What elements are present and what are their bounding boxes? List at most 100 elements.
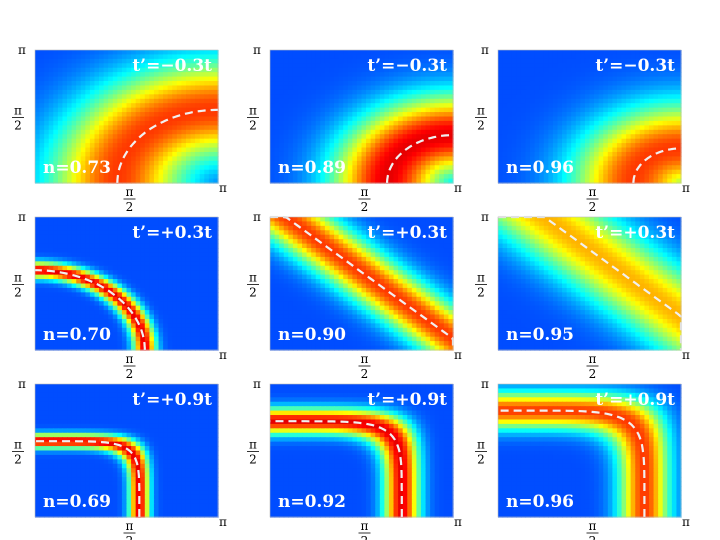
heatmap-cell [112, 107, 118, 113]
heatmap-cell [172, 270, 178, 276]
heatmap-cell [584, 143, 591, 149]
heatmap-cell [366, 138, 372, 144]
heatmap-cell [48, 72, 54, 78]
heatmap-cell [39, 239, 45, 245]
heatmap-cell [80, 67, 86, 73]
heatmap-cell [270, 76, 276, 82]
heatmap-cell [208, 169, 215, 175]
heatmap-cell [53, 341, 59, 347]
heatmap-cell [516, 178, 522, 184]
heatmap-cell [416, 98, 422, 104]
heatmap-cell [630, 169, 636, 175]
heatmap-cell [85, 143, 91, 149]
heatmap-cell [44, 287, 50, 293]
heatmap-cell [525, 147, 531, 153]
heatmap-cell [112, 125, 118, 131]
heatmap-cell [85, 54, 91, 60]
heatmap-cell [144, 63, 150, 69]
heatmap-cell [76, 72, 82, 78]
heatmap-cell [511, 120, 517, 126]
heatmap-cell [158, 89, 164, 95]
heatmap-cell [213, 147, 219, 153]
heatmap-cell [135, 336, 141, 342]
heatmap-cell [671, 143, 678, 149]
heatmap-cell [94, 116, 100, 122]
heatmap-cell [199, 252, 205, 258]
heatmap-cell [580, 107, 586, 113]
heatmap-cell [498, 72, 504, 78]
heatmap-cell [103, 305, 109, 311]
heatmap-cell [498, 58, 504, 64]
heatmap-cell [103, 279, 109, 285]
heatmap-cell [347, 85, 353, 91]
heatmap-cell [135, 174, 141, 180]
heatmap-cell [379, 98, 385, 104]
heatmap-cell [676, 76, 682, 82]
heatmap-cell [62, 332, 68, 338]
heatmap-cell [99, 243, 105, 249]
heatmap-cell [329, 230, 335, 236]
heatmap-cell [507, 147, 513, 153]
heatmap-cell [274, 147, 280, 153]
heatmap-cell [67, 160, 73, 166]
heatmap-cell [71, 169, 77, 175]
heatmap-cell [575, 178, 581, 184]
heatmap-cell [676, 116, 682, 122]
heatmap-cell [616, 129, 623, 135]
heatmap-cell [388, 151, 395, 157]
heatmap-cell [208, 239, 215, 245]
heatmap-cell [176, 160, 182, 166]
heatmap-cell [635, 125, 641, 131]
heatmap-cell [658, 134, 664, 140]
heatmap-cell [667, 178, 673, 184]
heatmap-cell [329, 165, 335, 171]
heatmap-cell [288, 151, 294, 157]
heatmap-cell [80, 50, 86, 56]
heatmap-cell [407, 85, 413, 91]
heatmap-cell [204, 265, 210, 271]
heatmap-cell [204, 323, 210, 329]
heatmap-cell [103, 89, 109, 95]
heatmap-cell [39, 147, 45, 153]
heatmap-cell [439, 165, 445, 171]
heatmap-cell [199, 256, 205, 262]
heatmap-cell [530, 67, 536, 73]
heatmap-cell [57, 243, 64, 249]
heatmap-cell [53, 345, 59, 351]
heatmap-cell [562, 67, 568, 73]
heatmap-cell [144, 252, 150, 258]
heatmap-cell [311, 134, 317, 140]
heatmap-cell [181, 248, 187, 254]
heatmap-cell [140, 129, 146, 135]
heatmap-cell [283, 81, 289, 87]
heatmap-cell [589, 169, 595, 175]
heatmap-cell [99, 318, 105, 324]
heatmap-cell [334, 72, 340, 78]
heatmap-cell [126, 112, 132, 118]
heatmap-cell [204, 305, 210, 311]
heatmap-cell [594, 165, 600, 171]
heatmap-cell [112, 327, 118, 333]
heatmap-cell [35, 301, 41, 307]
heatmap-cell [48, 287, 54, 293]
heatmap-cell [525, 160, 531, 166]
heatmap-cell [667, 160, 673, 166]
heatmap-cell [135, 341, 141, 347]
heatmap-cell [338, 143, 344, 149]
heatmap-cell [356, 81, 363, 87]
heatmap-cell [575, 81, 581, 87]
heatmap-cell [204, 72, 210, 78]
heatmap-cell [71, 85, 77, 91]
heatmap-cell [144, 116, 150, 122]
heatmap-cell [430, 50, 436, 56]
heatmap-cell [144, 336, 150, 342]
heatmap-cell [274, 103, 280, 109]
heatmap-cell [181, 243, 187, 249]
heatmap-cell [324, 98, 331, 104]
heatmap-cell [89, 336, 96, 342]
heatmap-cell [520, 67, 527, 73]
heatmap-cell [140, 107, 146, 113]
heatmap-cell [67, 120, 73, 126]
heatmap-cell [279, 217, 285, 223]
heatmap-cell [94, 81, 100, 87]
